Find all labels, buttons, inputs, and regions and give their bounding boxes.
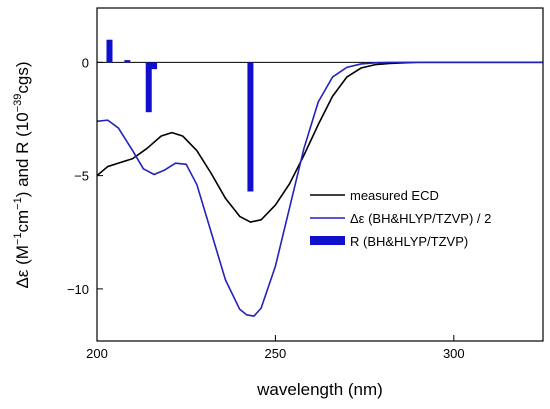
axis-ticks	[96, 61, 455, 341]
rotatory-strength-bar	[247, 62, 254, 192]
y-axis-title-part-2: cm	[13, 210, 32, 233]
y-axis-title-part-3: ) and R (10	[13, 112, 32, 197]
legend-label-rotatory-strength: R (BH&HLYP/TZVP)	[350, 234, 468, 249]
legend-swatch-rotatory-strength	[310, 236, 345, 245]
x-tick-labels: 200 250 300	[86, 346, 465, 361]
legend-label-measured-ecd: measured ECD	[350, 188, 439, 203]
y-tick-label: −5	[74, 169, 89, 184]
rotatory-strength-bar	[145, 62, 152, 113]
y-axis-title-part-1: Δε (M	[13, 245, 32, 288]
y-tick-labels: 0 −5 −10	[67, 55, 89, 297]
rotatory-strength-bar	[106, 39, 113, 63]
x-tick-label: 300	[443, 346, 465, 361]
x-tick-label: 250	[265, 346, 287, 361]
y-axis-title-sup-1: −1	[12, 233, 24, 246]
rotatory-strength-bar	[124, 60, 131, 63]
y-axis-title-part-4: cgs)	[13, 61, 32, 93]
rotatory-strength-bar	[151, 62, 158, 70]
plot-area	[96, 39, 543, 317]
plot-frame	[96, 7, 544, 342]
y-axis-title-sup-2: −1	[12, 197, 24, 210]
calculated-ecd-line	[96, 61, 543, 317]
legend-label-calc-delta-eps: Δε (BH&HLYP/TZVP) / 2	[350, 211, 491, 226]
measured-ecd-line	[96, 61, 543, 223]
legend: measured ECD Δε (BH&HLYP/TZVP) / 2 R (BH…	[310, 188, 491, 249]
y-axis-title: Δε (M−1cm−1) and R (10−39cgs)	[12, 61, 32, 288]
x-axis-title: wavelength (nm)	[256, 380, 383, 399]
x-tick-label: 200	[86, 346, 108, 361]
y-tick-label: −10	[67, 282, 89, 297]
y-axis-title-sup-3: −39	[12, 94, 24, 113]
y-tick-label: 0	[82, 55, 89, 70]
